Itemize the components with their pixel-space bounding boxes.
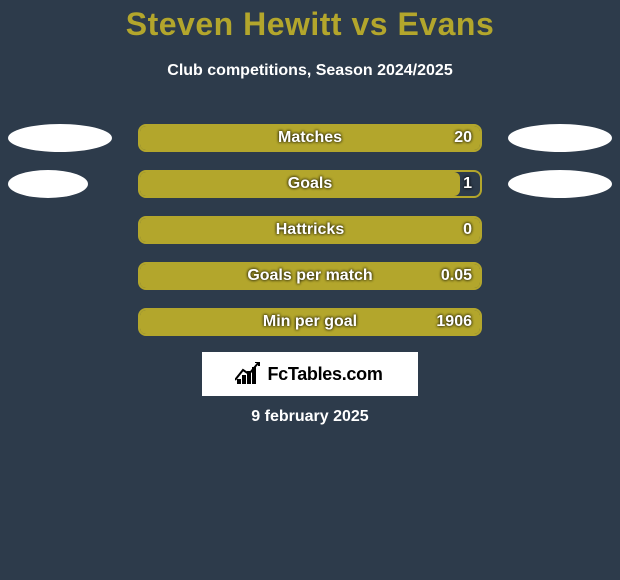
right-ellipse [508, 124, 612, 152]
stat-rows: Matches20 Goals1 Hattricks0 Goals per match… [0, 124, 620, 354]
stat-bar: Matches20 [138, 124, 482, 152]
stat-bar-fill [140, 126, 480, 150]
stat-bar: Goals per match0.05 [138, 262, 482, 290]
stat-bar: Hattricks0 [138, 216, 482, 244]
stat-bar: Goals1 [138, 170, 482, 198]
stat-row: Hattricks0 [0, 216, 620, 244]
stat-row: Goals per match0.05 [0, 262, 620, 290]
stat-row: Matches20 [0, 124, 620, 152]
page-subtitle: Club competitions, Season 2024/2025 [0, 62, 620, 80]
stat-row: Min per goal1906 [0, 308, 620, 336]
left-ellipse [8, 124, 112, 152]
logo-text: FcTables.com [267, 364, 382, 385]
right-ellipse [508, 170, 612, 198]
left-ellipse [8, 170, 88, 198]
stats-card: Steven Hewitt vs Evans Club competitions… [0, 0, 620, 580]
logo-box: FcTables.com [202, 352, 418, 396]
stat-bar-fill [140, 218, 480, 242]
stat-bar-fill [140, 264, 480, 288]
stat-value: 1 [463, 172, 472, 196]
stat-bar-fill [140, 172, 460, 196]
stat-row: Goals1 [0, 170, 620, 198]
page-title: Steven Hewitt vs Evans [0, 6, 620, 43]
stat-bar-fill [140, 310, 480, 334]
footer-date: 9 february 2025 [0, 408, 620, 426]
stat-bar: Min per goal1906 [138, 308, 482, 336]
barchart-icon [237, 364, 261, 384]
